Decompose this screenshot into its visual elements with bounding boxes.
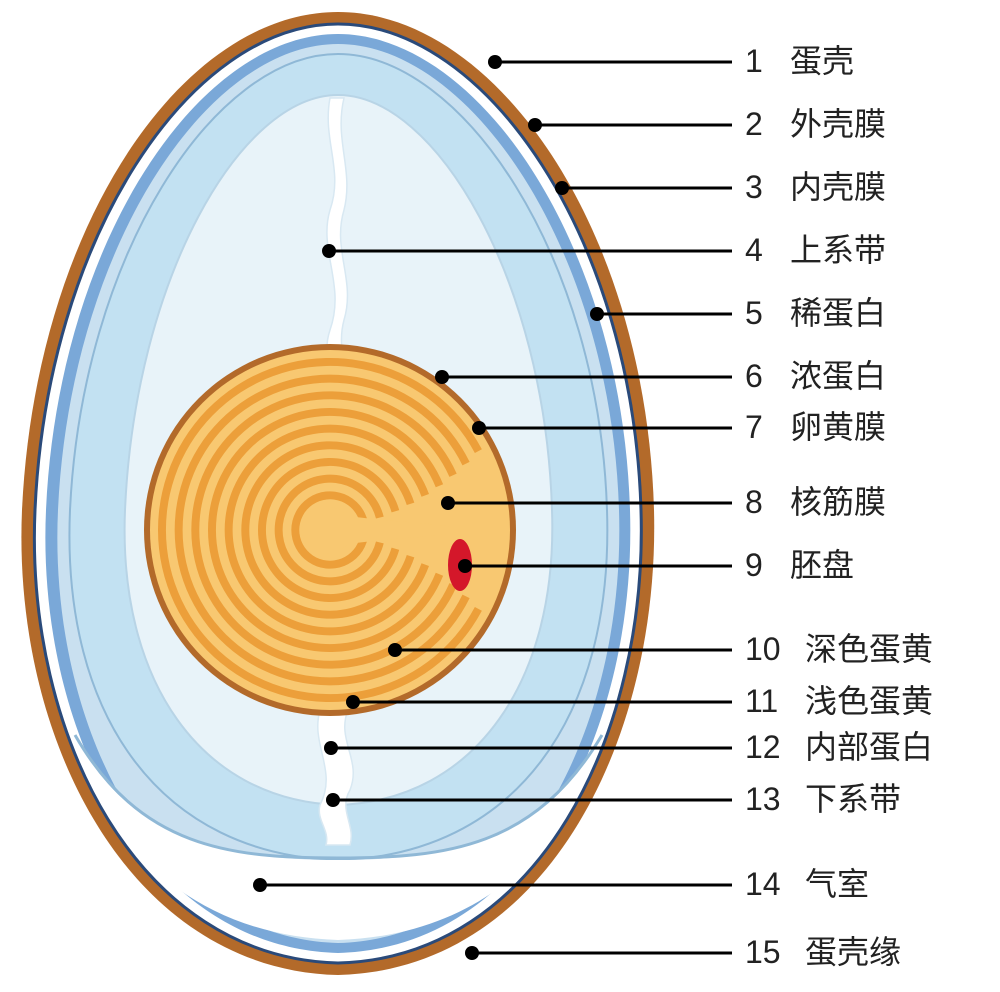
leader-dot	[346, 695, 360, 709]
label-number: 9	[745, 547, 763, 583]
label-number: 10	[745, 631, 781, 667]
label-number: 7	[745, 409, 763, 445]
leader-dot	[322, 244, 336, 258]
leader-dot	[555, 181, 569, 195]
label-text: 内部蛋白	[805, 729, 933, 765]
leader-dot	[590, 307, 604, 321]
label-number: 13	[745, 781, 781, 817]
leader-dot	[488, 55, 502, 69]
label-text: 气室	[805, 866, 869, 902]
egg-anatomy-diagram: 1 蛋壳 2 外壳膜 3 内壳膜 4 上系带 5 稀蛋白 6 浓蛋白 7 卵黄膜 8 核筋膜 9 胚盘 10 深色蛋黄…	[0, 0, 1000, 992]
yolk-group	[144, 344, 516, 716]
leader-dot	[253, 878, 267, 892]
label-number: 3	[745, 169, 763, 205]
label-number: 11	[745, 683, 778, 719]
label-number: 2	[745, 106, 763, 142]
leader-dot	[435, 370, 449, 384]
label-text: 内壳膜	[790, 169, 886, 205]
leader-dot	[465, 946, 479, 960]
label-text: 下系带	[805, 781, 901, 817]
label-text: 蛋壳缘	[805, 934, 901, 970]
leader-dot	[528, 118, 542, 132]
leader-dot	[458, 559, 472, 573]
label-text: 上系带	[790, 232, 886, 268]
label-text: 深色蛋黄	[805, 631, 933, 667]
leader-dot	[472, 421, 486, 435]
label-text: 核筋膜	[790, 484, 886, 520]
label-number: 15	[745, 934, 781, 970]
leader-dot	[324, 741, 338, 755]
label-text: 浓蛋白	[790, 358, 886, 394]
label-number: 14	[745, 866, 781, 902]
label-text: 蛋壳	[790, 43, 854, 79]
leader-dot	[441, 496, 455, 510]
label-number: 6	[745, 358, 763, 394]
label-number: 4	[745, 232, 763, 268]
label-text: 浅色蛋黄	[805, 683, 933, 719]
label-text: 外壳膜	[790, 106, 886, 142]
label-text: 胚盘	[790, 547, 854, 583]
leader-dot	[388, 643, 402, 657]
label-number: 12	[745, 729, 781, 765]
label-number: 5	[745, 295, 763, 331]
leader-dot	[326, 793, 340, 807]
label-number: 1	[745, 43, 763, 79]
label-text: 稀蛋白	[790, 295, 886, 331]
label-text: 卵黄膜	[790, 409, 886, 445]
label-number: 8	[745, 484, 763, 520]
